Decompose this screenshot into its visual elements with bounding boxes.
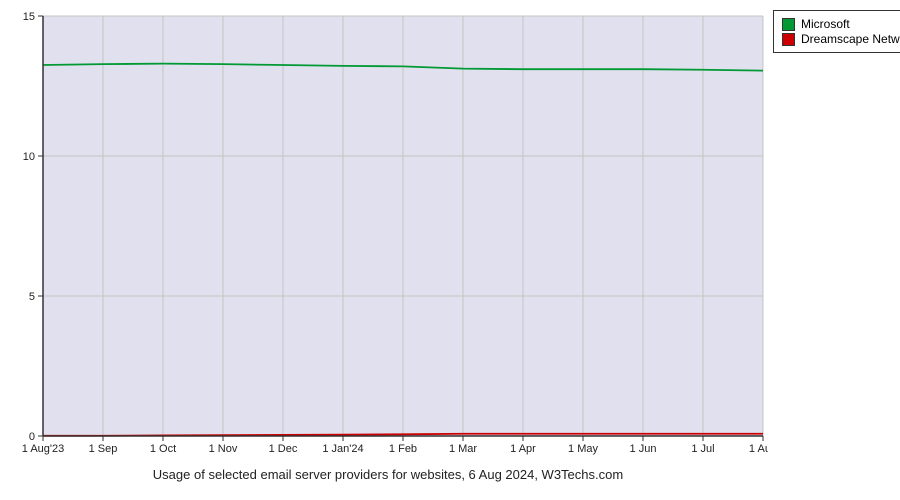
xtick-label: 1 Oct [150,443,176,455]
legend-label: Dreamscape Networks [801,32,900,46]
xtick-label: 1 Feb [389,443,417,455]
xtick-label: 1 Sep [89,443,118,455]
ytick-label: 15 [23,11,35,23]
xtick-label: 1 Aug'23 [22,443,64,455]
legend-item: Microsoft [782,17,900,31]
legend-swatch-icon [782,33,795,46]
legend-label: Microsoft [801,17,850,31]
legend-item: Dreamscape Networks [782,32,900,46]
ytick-label: 0 [29,431,35,443]
xtick-label: 1 Nov [209,443,238,455]
xtick-label: 1 Aug [749,443,768,455]
xtick-label: 1 Apr [510,443,536,455]
xtick-label: 1 Jan'24 [322,443,363,455]
chart-caption: Usage of selected email server providers… [8,467,768,482]
ytick-label: 5 [29,291,35,303]
xtick-label: 1 Dec [269,443,298,455]
xtick-label: 1 Mar [449,443,477,455]
xtick-label: 1 May [568,443,598,455]
chart-wrapper: 0 5 10 15 1 Aug'23 1 Sep 1 Oct 1 Nov 1 Dec 1 Jan'… [8,8,768,482]
legend-swatch-icon [782,18,795,31]
legend-box: MicrosoftDreamscape Networks [773,10,900,53]
line-chart: 0 5 10 15 1 Aug'23 1 Sep 1 Oct 1 Nov 1 Dec 1 Jan'… [8,8,768,458]
xtick-label: 1 Jun [630,443,657,455]
xtick-label: 1 Jul [691,443,714,455]
ytick-label: 10 [23,151,35,163]
